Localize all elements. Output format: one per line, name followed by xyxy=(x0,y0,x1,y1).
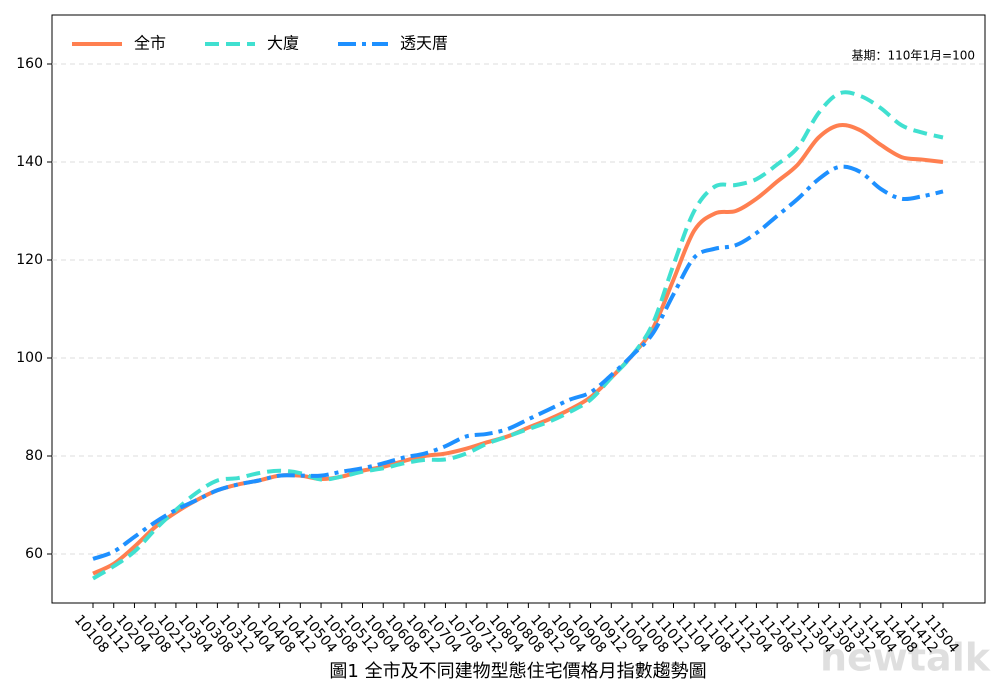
legend-label: 大廈 xyxy=(267,34,299,53)
legend-label: 全市 xyxy=(134,34,166,53)
y-tick-label: 140 xyxy=(16,154,43,170)
y-tick-label: 160 xyxy=(16,56,43,72)
legend-label: 透天厝 xyxy=(400,34,448,53)
y-tick-label: 100 xyxy=(16,350,43,366)
y-tick-label: 60 xyxy=(25,546,43,562)
watermark: newtalk xyxy=(820,636,991,680)
y-tick-label: 80 xyxy=(25,448,43,464)
series-line xyxy=(91,90,944,581)
chart-title: 圖1 全市及不同建物型態住宅價格月指數趨勢圖 xyxy=(329,661,706,682)
annotation: 基期：110年1月=100 xyxy=(852,49,976,63)
y-tick-label: 120 xyxy=(16,252,43,268)
series-line xyxy=(92,164,944,561)
plot-frame xyxy=(51,14,986,604)
series-line xyxy=(92,122,944,576)
